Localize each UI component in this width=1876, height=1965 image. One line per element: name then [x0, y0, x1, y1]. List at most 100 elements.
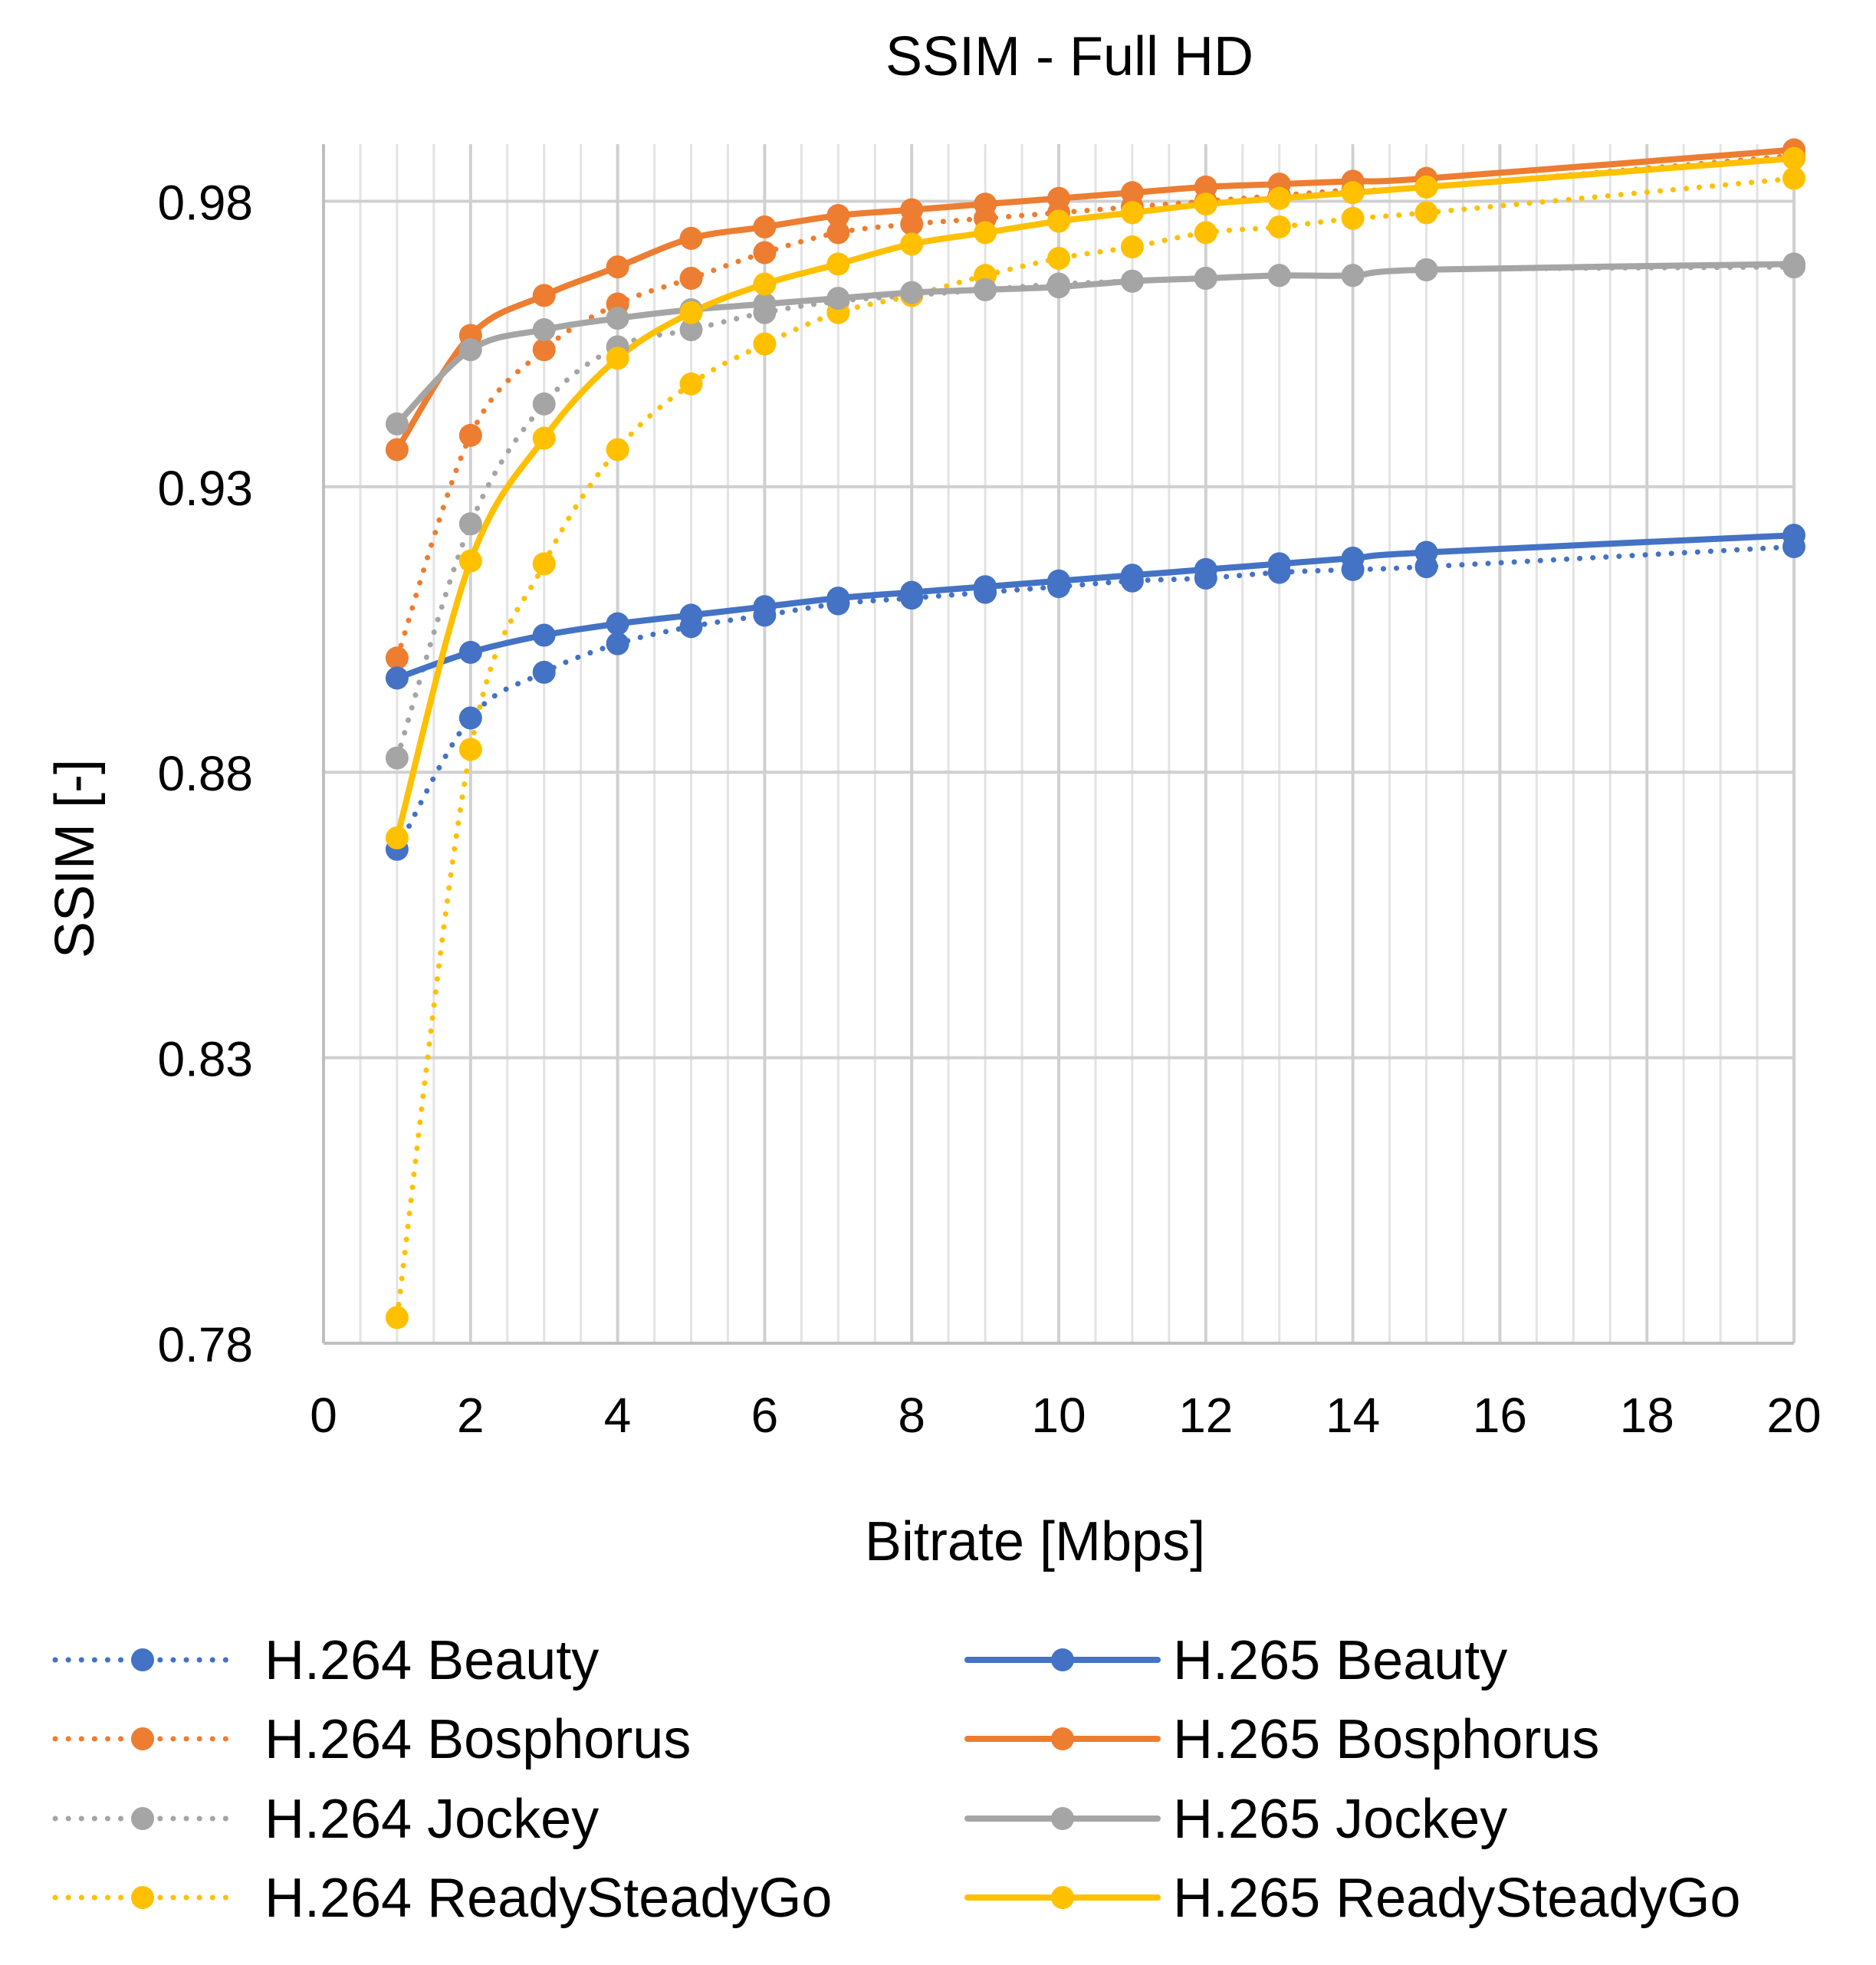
data-point-h-265-jockey — [532, 318, 556, 342]
data-point-h-265-readysteadygo — [385, 826, 409, 849]
legend-swatch-marker — [131, 1807, 154, 1830]
legend-item-h-265-readysteadygo: H.265 ReadySteadyGo — [964, 1868, 1740, 1929]
data-point-h-265-beauty — [753, 595, 777, 619]
x-axis-title: Bitrate [Mbps] — [865, 1511, 1205, 1572]
data-point-h-264-readysteadygo — [532, 552, 556, 576]
data-point-h-265-bosphorus — [606, 255, 629, 279]
data-point-h-265-jockey — [1414, 258, 1438, 281]
data-point-h-265-readysteadygo — [1047, 209, 1070, 233]
data-point-h-265-bosphorus — [1194, 175, 1217, 199]
data-point-h-265-readysteadygo — [606, 347, 629, 370]
data-point-h-265-beauty — [1414, 541, 1438, 564]
data-point-h-265-bosphorus — [679, 226, 703, 250]
data-point-h-265-beauty — [679, 603, 703, 627]
data-point-h-264-readysteadygo — [385, 1306, 409, 1329]
x-tick-label: 4 — [604, 1388, 632, 1443]
data-point-h-265-bosphorus — [385, 438, 409, 462]
y-tick-label: 0.98 — [157, 175, 253, 230]
data-point-h-264-readysteadygo — [1782, 166, 1805, 190]
data-point-h-264-bosphorus — [753, 241, 777, 265]
minor-gridlines — [359, 144, 1759, 1343]
data-point-h-265-bosphorus — [826, 204, 850, 228]
data-point-h-265-jockey — [385, 412, 409, 435]
y-axis-title: SSIM [-] — [44, 759, 106, 958]
data-point-h-265-readysteadygo — [1120, 201, 1144, 225]
data-point-h-264-readysteadygo — [1414, 201, 1438, 225]
data-point-h-265-readysteadygo — [1341, 181, 1365, 205]
legend-item-h-264-readysteadygo: H.264 ReadySteadyGo — [52, 1868, 832, 1929]
data-point-h-264-readysteadygo — [1194, 221, 1217, 245]
data-point-h-265-readysteadygo — [1194, 192, 1217, 216]
data-point-h-265-readysteadygo — [1414, 175, 1438, 199]
data-point-h-264-readysteadygo — [1047, 246, 1070, 270]
data-point-h-264-beauty — [532, 660, 556, 684]
data-point-h-265-jockey — [1782, 252, 1805, 276]
data-point-h-264-bosphorus — [385, 646, 409, 670]
data-point-h-265-jockey — [1267, 264, 1291, 288]
x-tick-label: 0 — [310, 1388, 337, 1443]
x-tick-labels: 0 2 4 6 8 10 12 14 16 18 20 — [310, 1388, 1821, 1443]
data-point-h-265-beauty — [1194, 557, 1217, 581]
data-point-h-264-readysteadygo — [458, 738, 482, 761]
data-point-h-265-readysteadygo — [532, 426, 556, 450]
series-line-h-264-readysteadygo — [394, 176, 1797, 1320]
data-point-h-264-beauty — [606, 632, 629, 656]
legend-swatch-marker — [1051, 1886, 1074, 1909]
data-point-h-265-readysteadygo — [900, 232, 924, 256]
y-tick-label: 0.83 — [157, 1032, 253, 1087]
x-tick-label: 2 — [457, 1388, 485, 1443]
data-point-h-265-jockey — [458, 338, 482, 362]
data-point-h-265-readysteadygo — [679, 301, 703, 324]
chart-title: SSIM - Full HD — [885, 26, 1253, 87]
data-point-h-264-beauty — [458, 706, 482, 730]
series-points — [385, 138, 1805, 1329]
data-point-h-265-readysteadygo — [974, 221, 997, 245]
data-point-h-264-bosphorus — [532, 338, 556, 362]
x-tick-label: 18 — [1620, 1388, 1674, 1443]
legend-item-h-264-beauty: H.264 Beauty — [52, 1630, 599, 1691]
data-point-h-264-bosphorus — [679, 267, 703, 291]
x-tick-label: 8 — [898, 1388, 925, 1443]
x-tick-label: 6 — [751, 1388, 779, 1443]
legend-label: H.264 Beauty — [264, 1630, 599, 1691]
data-point-h-264-readysteadygo — [1341, 206, 1365, 230]
data-point-h-265-beauty — [458, 640, 482, 664]
data-point-h-265-jockey — [974, 278, 997, 301]
data-point-h-264-jockey — [679, 318, 703, 342]
data-point-h-265-beauty — [974, 575, 997, 599]
legend-item-h-264-jockey: H.264 Jockey — [52, 1789, 599, 1850]
x-tick-label: 20 — [1766, 1388, 1821, 1443]
data-point-h-265-bosphorus — [1047, 186, 1070, 210]
y-tick-labels: 0.78 0.83 0.88 0.93 0.98 — [157, 175, 253, 1372]
legend: H.264 Beauty H.264 Bosphorus H.264 Jockey H… — [52, 1630, 1740, 1929]
x-tick-label: 14 — [1326, 1388, 1380, 1443]
x-tick-label: 16 — [1473, 1388, 1527, 1443]
y-tick-label: 0.88 — [157, 746, 253, 801]
data-point-h-264-jockey — [385, 746, 409, 770]
data-point-h-265-beauty — [606, 612, 629, 636]
legend-item-h-264-bosphorus: H.264 Bosphorus — [52, 1709, 691, 1770]
data-point-h-265-jockey — [1341, 264, 1365, 288]
data-point-h-265-jockey — [1047, 275, 1070, 299]
legend-label: H.264 Bosphorus — [264, 1709, 691, 1770]
data-point-h-265-readysteadygo — [458, 549, 482, 573]
data-point-h-265-jockey — [606, 307, 629, 330]
data-point-h-265-beauty — [1782, 524, 1805, 547]
data-point-h-265-bosphorus — [532, 284, 556, 307]
data-point-h-264-jockey — [532, 392, 556, 416]
data-point-h-265-beauty — [1267, 552, 1291, 576]
legend-item-h-265-bosphorus: H.265 Bosphorus — [964, 1709, 1599, 1770]
legend-label: H.265 Jockey — [1173, 1789, 1507, 1850]
data-point-h-265-jockey — [753, 292, 777, 316]
data-point-h-264-readysteadygo — [753, 332, 777, 356]
data-point-h-265-readysteadygo — [753, 272, 777, 296]
data-point-h-264-bosphorus — [458, 423, 482, 447]
data-point-h-265-jockey — [1120, 269, 1144, 293]
legend-label: H.264 ReadySteadyGo — [264, 1868, 832, 1929]
legend-swatch-marker — [1051, 1727, 1074, 1750]
legend-swatch-marker — [131, 1727, 154, 1750]
legend-label: H.264 Jockey — [264, 1789, 599, 1850]
x-tick-label: 12 — [1178, 1388, 1233, 1443]
y-tick-label: 0.93 — [157, 461, 253, 516]
